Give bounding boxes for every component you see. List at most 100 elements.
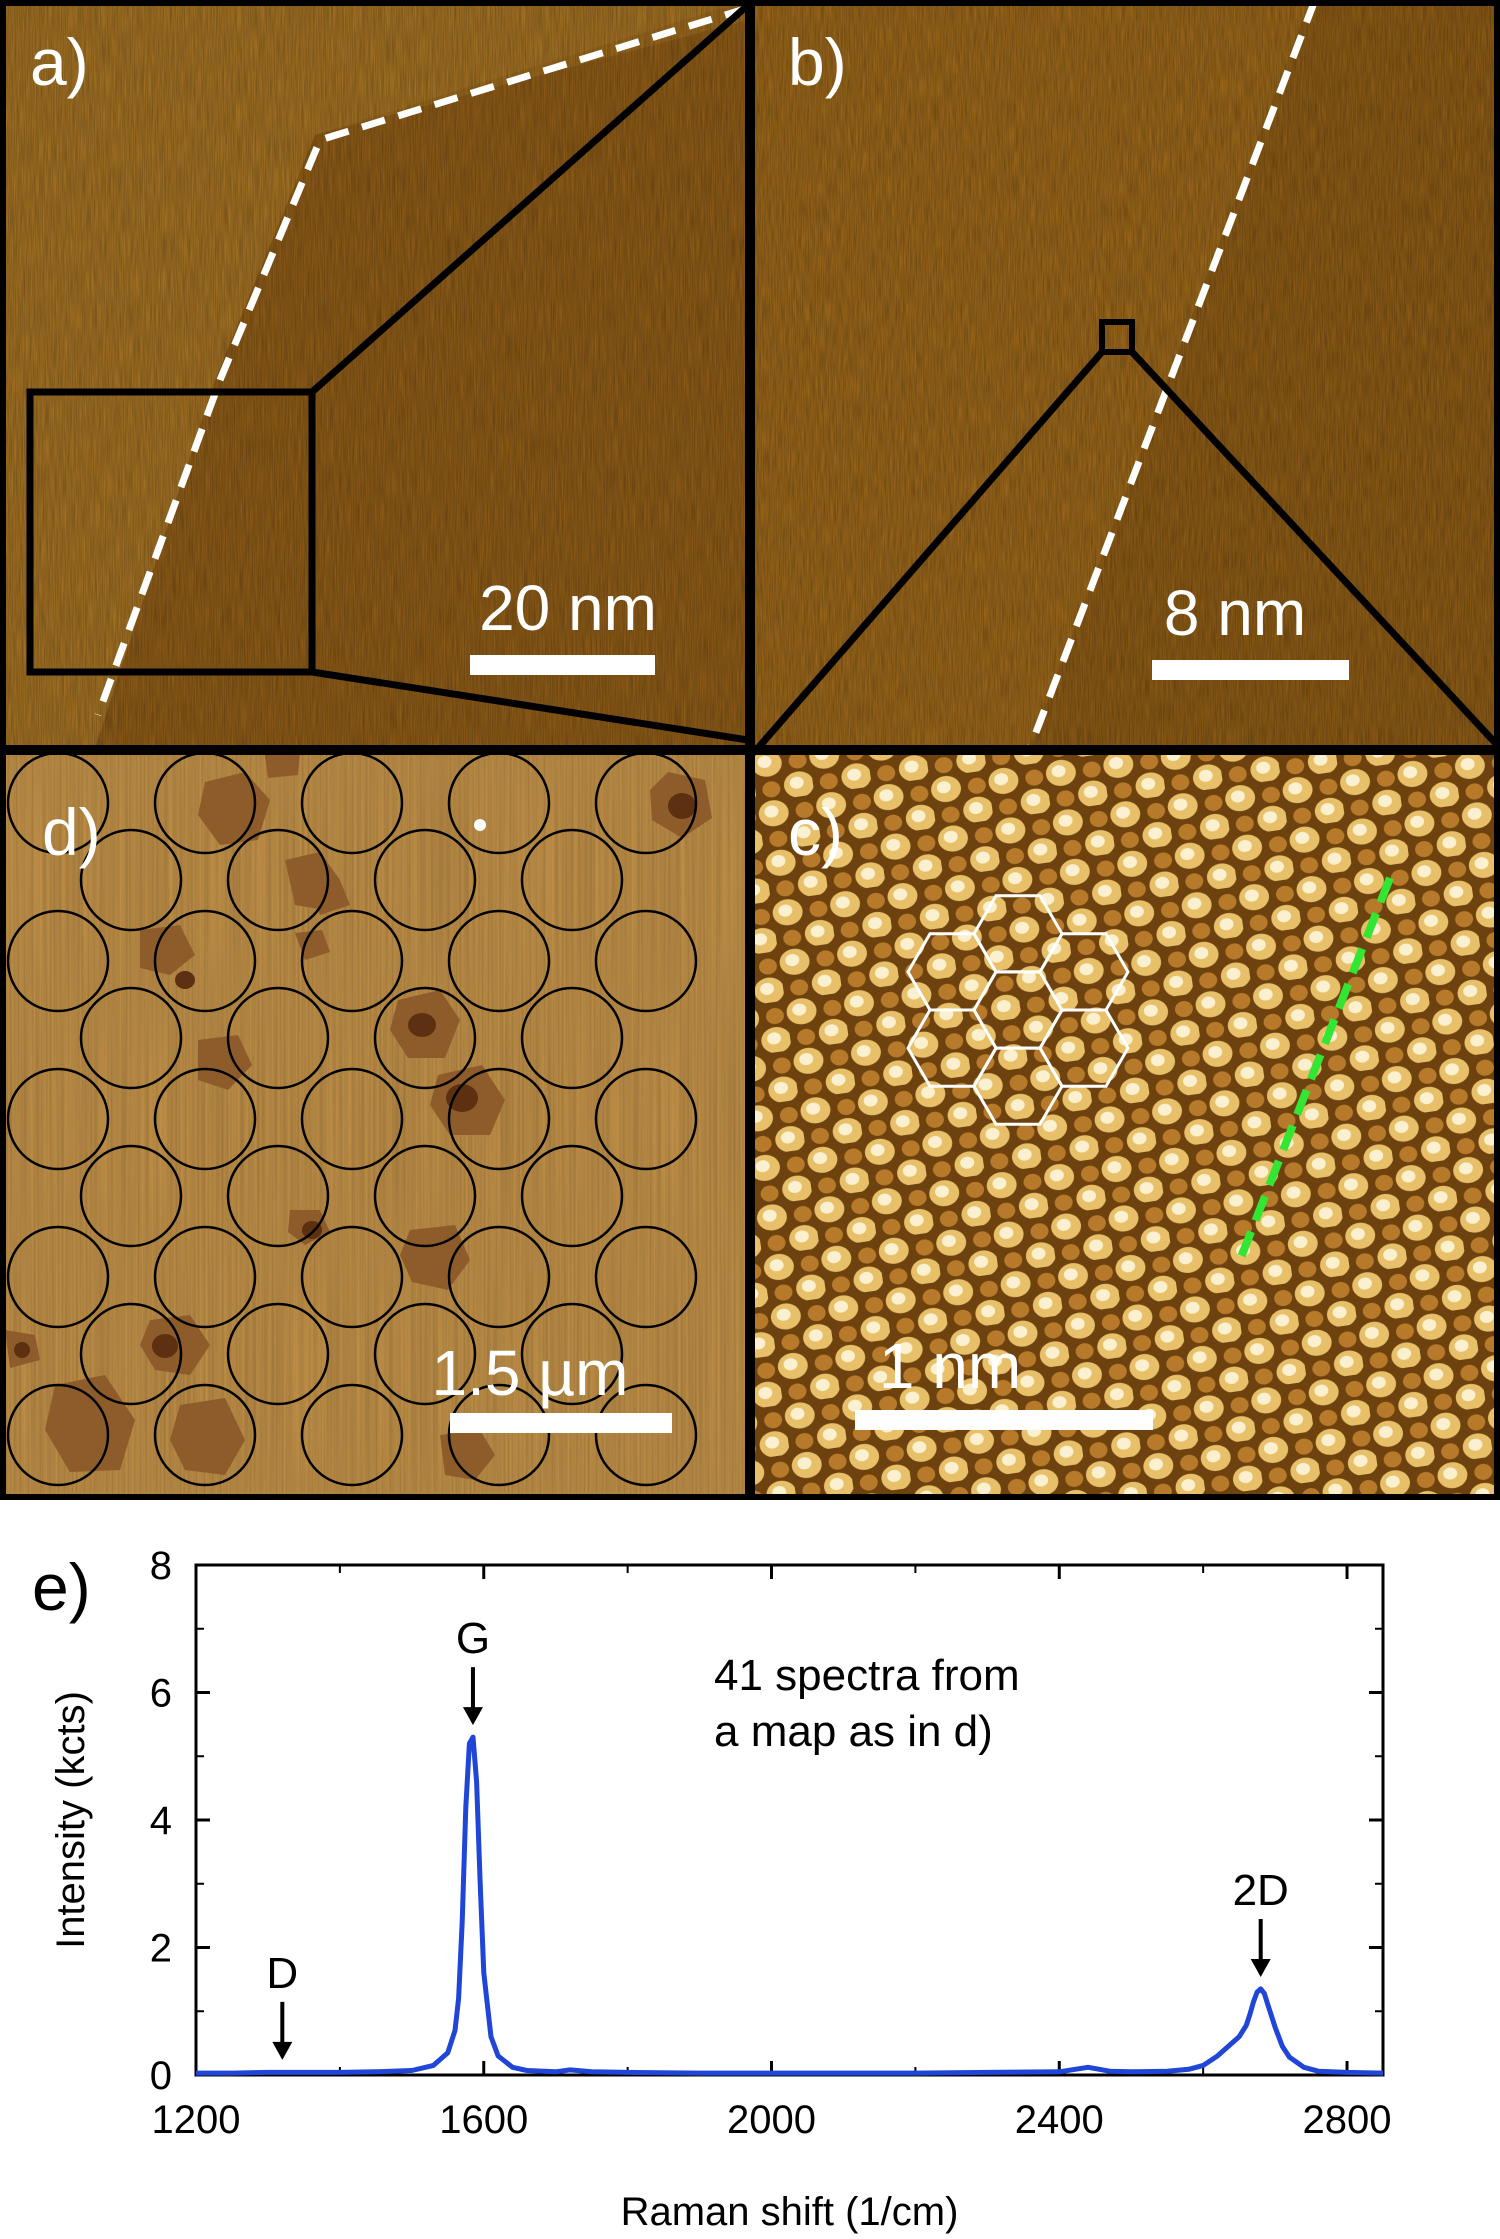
- y-tick-label: 2: [150, 1927, 172, 1971]
- island: [198, 772, 270, 845]
- peak-arrow-head: [272, 2041, 293, 2060]
- measurement-circle: [6, 1225, 110, 1329]
- measurement-circle: [79, 1302, 183, 1406]
- panel-a-label: a): [30, 25, 89, 99]
- panel-c: 1 nm c): [752, 752, 1500, 1500]
- measurement-circle: [153, 1383, 257, 1487]
- measurement-circle: [520, 828, 624, 932]
- measurement-circle: [300, 1225, 404, 1329]
- island: [440, 1430, 495, 1480]
- panel-b: 8 nm b): [752, 0, 1500, 751]
- panel-d: 1.5 µm d): [0, 751, 748, 1500]
- panel-b-scalebar-label: 8 nm: [1164, 577, 1306, 649]
- panel-a-zoom-line-top: [309, 2, 751, 395]
- island-core: [152, 1334, 178, 1358]
- panel-c-label: c): [788, 795, 843, 869]
- panel-b-zoom-line-right: [1129, 349, 1500, 751]
- y-tick-label: 0: [150, 2054, 172, 2098]
- chart-annotation-line: a map as in d): [714, 1707, 993, 1756]
- island: [170, 1398, 245, 1475]
- panel-d-scalebar-label: 1.5 µm: [432, 1337, 629, 1409]
- hexagon: [1038, 932, 1130, 1012]
- particle: [474, 819, 486, 831]
- spectrum-line: [196, 1734, 1384, 2076]
- panel-a-scalebar-label: 20 nm: [479, 572, 657, 644]
- measurement-circle: [6, 1067, 110, 1171]
- island: [265, 752, 300, 778]
- measurement-circle: [373, 986, 477, 1090]
- panel-a-scalebar: [470, 655, 655, 675]
- y-tick-label: 6: [150, 1672, 172, 1716]
- measurement-circle: [153, 909, 257, 1013]
- plot-frame: [194, 1563, 1385, 2077]
- measurement-circle: [520, 1144, 624, 1248]
- peak-label: 2D: [1233, 1866, 1289, 1915]
- measurement-circle: [300, 1067, 404, 1171]
- x-tick-label: 2400: [1015, 2098, 1104, 2142]
- peak-label: G: [456, 1614, 490, 1663]
- x-tick-label: 1600: [439, 2098, 528, 2142]
- x-axis-label: Raman shift (1/cm): [621, 2190, 959, 2234]
- panel-frames: [0, 0, 1500, 1500]
- y-tick-label: 8: [150, 1544, 172, 1588]
- peak-arrow-head: [462, 1707, 483, 1726]
- panel-c-hexagon-overlay: [906, 894, 1130, 1126]
- panel-e: e) 1200 1600 2000 2400 2800 0 2 4 6 8 Raman shift …: [32, 1544, 1392, 2234]
- x-tick-label: 2000: [727, 2098, 816, 2142]
- measurement-circle: [226, 1302, 330, 1406]
- measurement-circle: [447, 1067, 551, 1171]
- peak-label: D: [266, 1949, 298, 1998]
- raman-chart: 1200 1600 2000 2400 2800 0 2 4 6 8 Raman shift (1/…: [49, 1544, 1392, 2234]
- panel-b-zoom-line-left: [755, 349, 1105, 751]
- y-tick-label: 4: [150, 1799, 172, 1843]
- panel-d-measurement-circles: [6, 751, 698, 1487]
- measurement-circle: [226, 828, 330, 932]
- measurement-circle: [373, 1302, 477, 1406]
- panel-b-label: b): [788, 25, 847, 99]
- measurement-circle: [6, 909, 110, 1013]
- measurement-circle: [447, 1225, 551, 1329]
- panel-c-scalebar-label: 1 nm: [879, 1330, 1021, 1402]
- measurement-circle: [520, 986, 624, 1090]
- panel-b-scalebar: [1152, 660, 1349, 680]
- island-core: [175, 971, 195, 989]
- panel-e-label: e): [32, 1550, 91, 1624]
- measurement-circle: [153, 1067, 257, 1171]
- x-tick-label: 2800: [1303, 2098, 1392, 2142]
- island: [400, 1225, 470, 1290]
- measurement-circle: [6, 1383, 110, 1487]
- y-axis-label: Intensity (kcts): [49, 1691, 93, 1949]
- panel-c-image: [752, 752, 1500, 1500]
- panel-a-zoom-box: [26, 388, 316, 676]
- measurement-circle: [373, 828, 477, 932]
- panel-d-islands: [5, 752, 712, 1480]
- island-core: [14, 1342, 30, 1358]
- panel-d-scalebar: [450, 1413, 672, 1433]
- x-tick-label: 1200: [152, 2098, 241, 2142]
- measurement-circle: [79, 828, 183, 932]
- island-core: [446, 1084, 478, 1112]
- island: [198, 1035, 252, 1090]
- panel-a: 20 nm a): [0, 0, 751, 748]
- measurement-circle: [79, 1144, 183, 1248]
- measurement-circle: [594, 1225, 698, 1329]
- panel-d-label: d): [42, 795, 101, 869]
- panel-b-zoom-box: [1099, 319, 1135, 355]
- panel-b-boundary-line: [1026, 0, 1319, 750]
- measurement-circle: [594, 909, 698, 1013]
- panel-a-zoom-line-bottom: [311, 668, 749, 744]
- island-core: [668, 793, 696, 819]
- measurement-circle: [594, 1067, 698, 1171]
- island: [140, 925, 195, 975]
- chart-annotation-line: 41 spectra from: [714, 1651, 1020, 1700]
- measurement-circle: [226, 986, 330, 1090]
- measurement-circle: [226, 1144, 330, 1248]
- measurement-circle: [447, 1383, 551, 1487]
- measurement-circle: [520, 1302, 624, 1406]
- measurement-circle: [300, 1383, 404, 1487]
- measurement-circle: [447, 909, 551, 1013]
- peak-arrow-head: [1250, 1958, 1271, 1977]
- measurement-circle: [594, 1383, 698, 1487]
- panel-a-boundary-line: [94, 4, 750, 717]
